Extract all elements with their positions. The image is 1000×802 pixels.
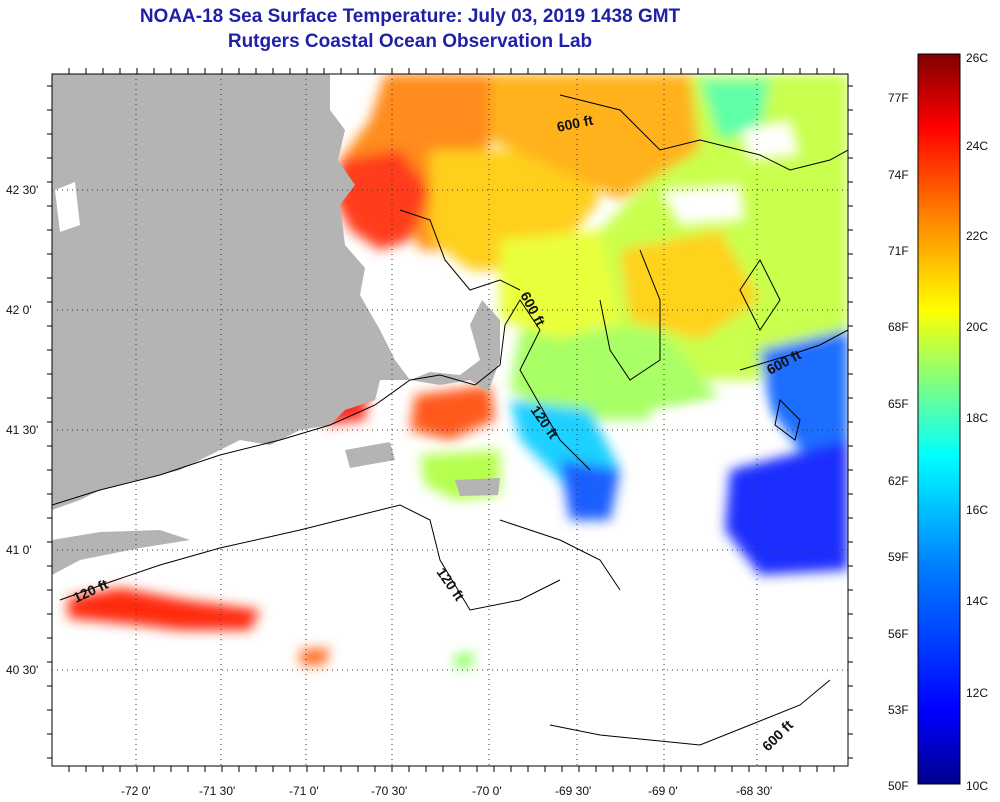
cape-cod-land: [410, 300, 500, 392]
lon-label: -71 0': [289, 784, 319, 798]
cbar-f-label: 53F: [888, 703, 909, 717]
lon-label: -72 0': [121, 784, 151, 798]
cbar-c-label: 16C: [966, 503, 988, 517]
axis-ticks: [47, 68, 853, 772]
cbar-c-label: 22C: [966, 229, 988, 243]
lat-label: 42 0': [6, 303, 32, 317]
lon-label: -68 30': [736, 784, 772, 798]
colorbar: [917, 53, 961, 785]
map-title: NOAA-18 Sea Surface Temperature: July 03…: [139, 6, 681, 27]
nantucket: [455, 478, 500, 496]
contour-label-600ft-north: 600 ft: [555, 112, 594, 135]
lon-tick-labels: -72 0' -71 30' -71 0' -70 30' -70 0' -69…: [121, 784, 772, 798]
lat-label: 40 30': [6, 663, 38, 677]
marthas-vineyard: [345, 442, 395, 468]
cbar-c-label: 20C: [966, 320, 988, 334]
cbar-f-label: 59F: [888, 550, 909, 564]
cbar-f-label: 68F: [888, 320, 909, 334]
cbar-f-label: 77F: [888, 91, 909, 105]
cbar-c-label: 14C: [966, 594, 988, 608]
cbar-f-label: 65F: [888, 397, 909, 411]
lat-label: 41 30': [6, 423, 38, 437]
cbar-c-label: 10C: [966, 779, 988, 793]
cbar-f-label: 62F: [888, 474, 909, 488]
lon-label: -69 0': [648, 784, 678, 798]
lon-label: -70 0': [472, 784, 502, 798]
lon-label: -70 30': [371, 784, 407, 798]
cbar-c-label: 12C: [966, 686, 988, 700]
lat-label: 42 30': [6, 183, 38, 197]
contours: [52, 94, 848, 746]
white-patch-land: [55, 182, 80, 232]
cbar-c-label: 18C: [966, 411, 988, 425]
cbar-f-label: 50F: [888, 779, 909, 793]
cbar-f-label: 71F: [888, 244, 909, 258]
cbar-c-label: 24C: [966, 139, 988, 153]
lon-label: -71 30': [199, 784, 235, 798]
cbar-f-label: 74F: [888, 168, 909, 182]
cloud-gaps: [380, 120, 800, 440]
long-island: [52, 530, 190, 575]
cbar-f-label: 56F: [888, 627, 909, 641]
lat-label: 41 0': [6, 543, 32, 557]
colorbar-celsius-labels: 26C 24C 22C 20C 18C 16C 14C 12C 10C: [966, 51, 988, 793]
map-subtitle: Rutgers Coastal Ocean Observation Lab: [227, 31, 593, 52]
cbar-c-label: 26C: [966, 51, 988, 65]
lat-tick-labels: 42 30' 42 0' 41 30' 41 0' 40 30': [6, 183, 38, 677]
graticule: [52, 74, 848, 766]
colorbar-fahrenheit-labels: 77F 74F 71F 68F 65F 62F 59F 56F 53F 50F: [888, 91, 909, 793]
lon-label: -69 30': [555, 784, 591, 798]
land-mass: [52, 74, 410, 510]
